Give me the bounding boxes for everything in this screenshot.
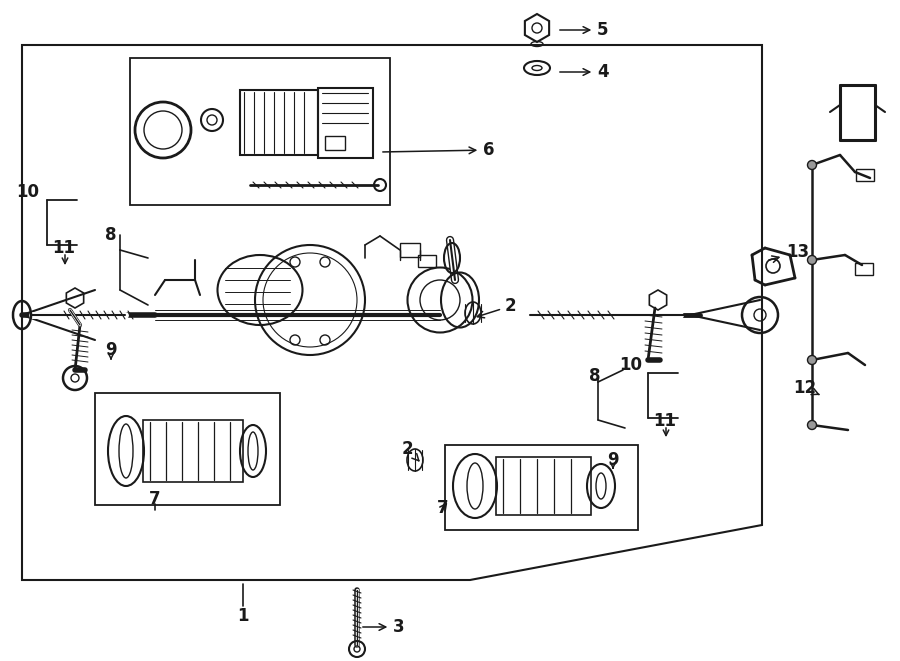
Text: 9: 9 [105,341,117,359]
Text: 1: 1 [238,607,248,625]
Text: 8: 8 [590,367,601,385]
Bar [130,58,390,205]
Text: 2: 2 [402,440,418,461]
Circle shape [807,356,816,364]
Bar [856,169,874,181]
Bar [855,263,873,275]
Text: 7: 7 [149,490,161,508]
Text: 7: 7 [437,499,449,517]
Text: 11: 11 [52,239,75,257]
Text: 3: 3 [363,618,405,636]
Text: 13: 13 [769,243,809,262]
Circle shape [807,420,816,430]
Text: 10: 10 [16,183,39,201]
Text: 5: 5 [560,21,608,39]
Circle shape [807,161,816,169]
Bar [445,445,638,530]
Text: 6: 6 [382,141,494,159]
Polygon shape [22,45,762,580]
Text: 4: 4 [560,63,608,81]
Circle shape [807,256,816,264]
Text: 11: 11 [653,412,676,430]
Text: 8: 8 [105,226,117,244]
Bar [496,457,591,515]
Bar [318,88,373,158]
Bar [240,90,318,155]
Text: 12: 12 [793,379,819,397]
Text: 2: 2 [477,297,517,318]
Bar [325,136,345,150]
Bar [143,420,243,482]
Text: 9: 9 [608,451,619,469]
Text: 10: 10 [619,356,642,374]
Bar [418,255,436,267]
Bar [95,393,280,505]
Bar [400,243,420,257]
